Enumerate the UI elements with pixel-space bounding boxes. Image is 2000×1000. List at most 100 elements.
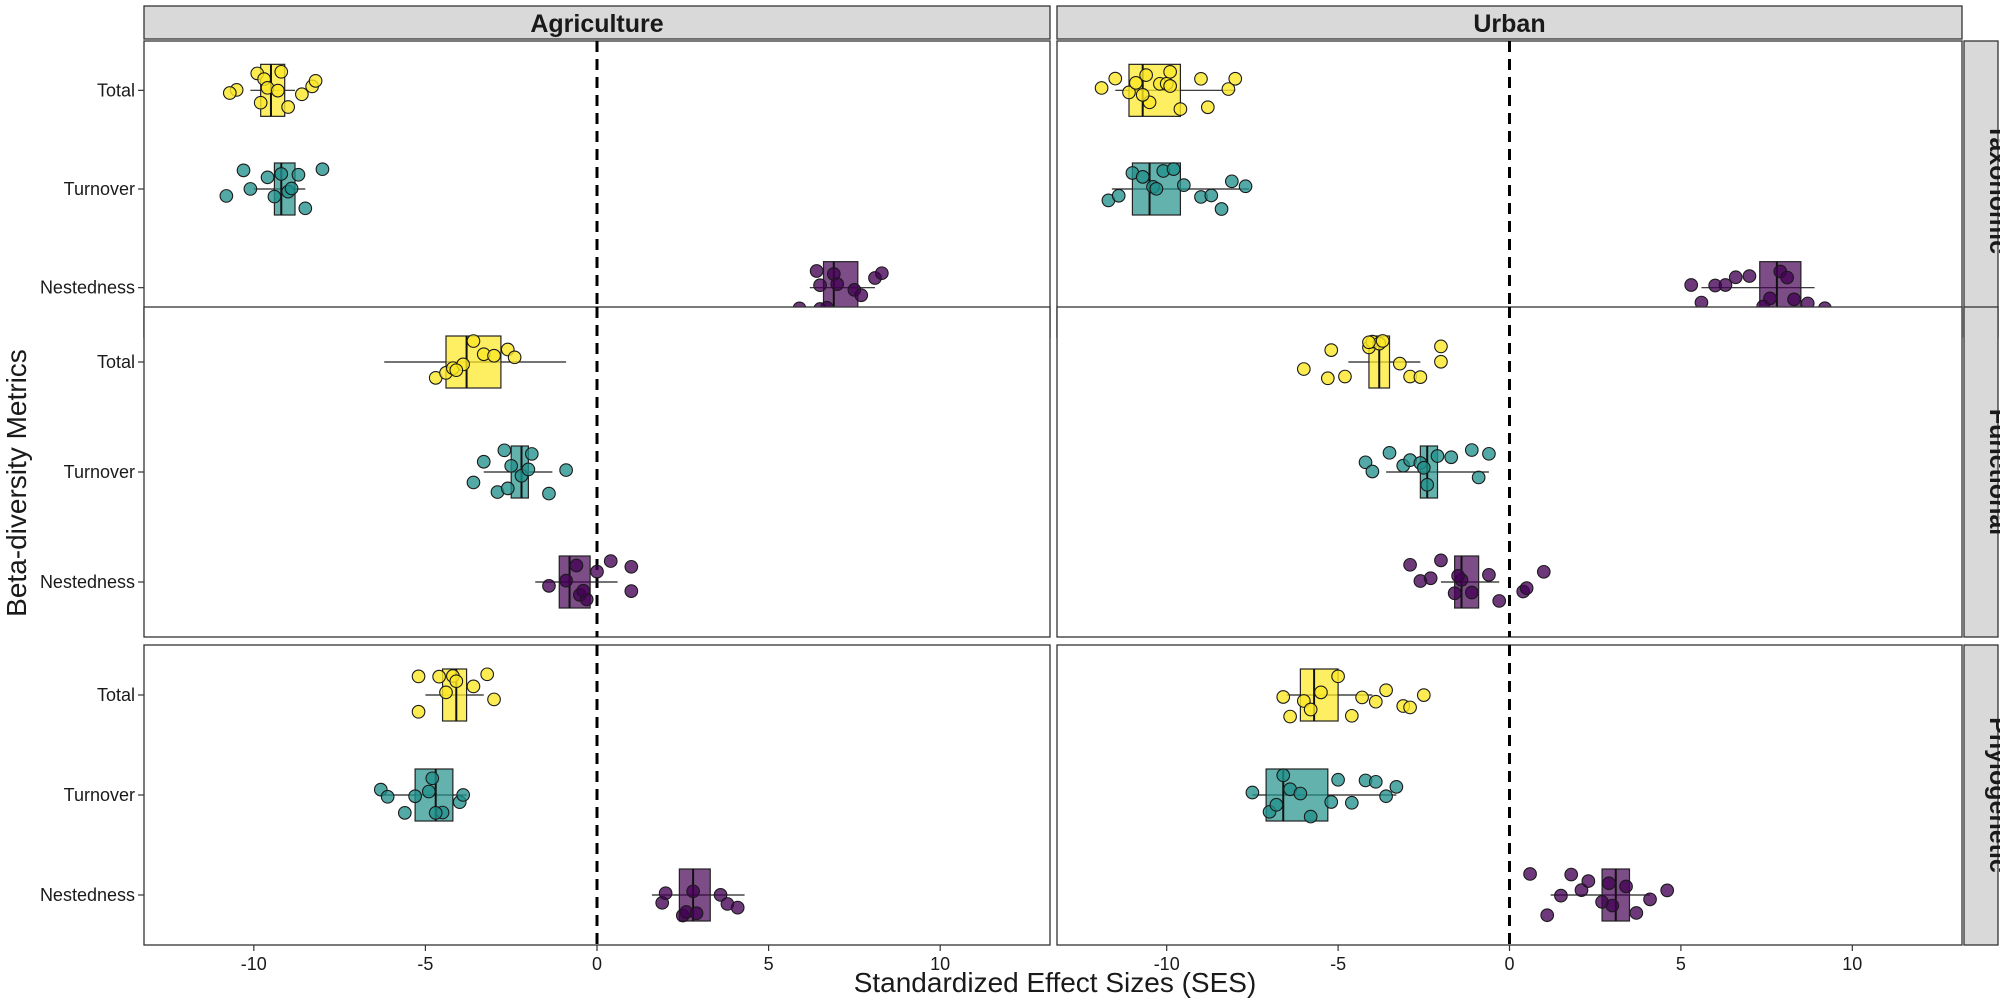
data-point	[730, 900, 745, 915]
data-point	[1276, 768, 1291, 783]
data-point	[487, 348, 501, 363]
data-point	[1128, 76, 1143, 90]
data-point	[1554, 888, 1568, 903]
y-tick-label: Turnover	[64, 179, 135, 199]
panel-urban-functional	[1056, 306, 1963, 638]
data-point	[1434, 553, 1448, 568]
data-point	[1389, 780, 1404, 794]
data-point	[219, 189, 234, 203]
data-point	[1344, 708, 1359, 723]
row-strip	[1963, 40, 1999, 338]
data-point	[274, 167, 289, 181]
data-point	[1362, 335, 1376, 350]
chart-panels-layer: Agriculture Urban Taxonomic Functional Phylo…	[40, 5, 2000, 974]
data-point	[559, 463, 573, 477]
data-point	[507, 350, 522, 365]
data-point	[1135, 170, 1150, 184]
data-point	[1135, 88, 1150, 102]
x-tick-label: 10	[930, 954, 950, 974]
data-point	[260, 170, 275, 185]
data-point	[1283, 709, 1297, 724]
data-point	[487, 692, 501, 707]
y-tick-label: Nestedness	[40, 572, 135, 592]
x-tick-label: 0	[1504, 954, 1514, 974]
y-tick-label: Total	[97, 352, 135, 372]
data-point	[603, 554, 618, 568]
data-point	[466, 679, 481, 694]
data-point	[1684, 278, 1699, 292]
data-point	[1173, 102, 1188, 116]
x-axis-title: Standardized Effect Sizes (SES)	[854, 967, 1257, 998]
data-point	[521, 462, 536, 477]
data-point	[1523, 867, 1537, 881]
data-point	[1324, 795, 1339, 809]
data-point	[1660, 883, 1675, 898]
data-point	[1303, 702, 1318, 717]
data-point	[421, 784, 436, 799]
data-point	[1094, 81, 1109, 95]
data-point	[432, 669, 446, 684]
data-point	[284, 181, 299, 196]
y-tick-label: Nestedness	[40, 278, 135, 298]
data-point	[1619, 879, 1633, 894]
y-tick-label: Nestedness	[40, 885, 135, 905]
data-point	[449, 363, 464, 378]
data-point	[1540, 908, 1555, 923]
data-point	[658, 886, 673, 901]
data-point	[542, 486, 556, 501]
data-point	[1629, 906, 1644, 920]
data-point	[1122, 85, 1136, 100]
data-point	[576, 583, 591, 598]
y-tick-label: Turnover	[64, 785, 135, 805]
data-point	[466, 334, 481, 348]
data-point	[1382, 445, 1397, 460]
data-point	[1403, 700, 1417, 715]
data-point	[1238, 179, 1253, 194]
column-strip-label: Agriculture	[530, 10, 663, 38]
data-point	[1320, 371, 1335, 386]
data-point	[1492, 594, 1507, 608]
data-point	[1780, 270, 1795, 285]
data-point	[1430, 449, 1445, 463]
row-strip-label: Functional	[1984, 409, 2000, 535]
data-point	[1451, 568, 1465, 583]
data-point	[1303, 809, 1318, 824]
data-point	[1166, 162, 1181, 176]
data-point	[569, 558, 584, 573]
data-point	[1224, 174, 1239, 189]
data-point	[1214, 202, 1229, 216]
data-point	[1787, 292, 1801, 307]
data-point	[830, 277, 845, 291]
y-axis-title: Beta-diversity Metrics	[1, 349, 32, 617]
x-tick-label: 5	[1676, 954, 1686, 974]
data-point	[1344, 795, 1359, 810]
data-point	[1293, 786, 1308, 801]
panel-agriculture-phylogenetic	[143, 644, 1051, 946]
data-point	[1574, 883, 1589, 897]
row-strip-label: Phylogenetic	[1984, 717, 2000, 873]
data-point	[274, 64, 289, 79]
data-point	[809, 264, 824, 278]
data-point	[411, 704, 426, 719]
data-point	[1581, 874, 1596, 888]
data-point	[456, 788, 471, 802]
data-point	[854, 288, 869, 303]
data-point	[222, 86, 237, 100]
column-strip-label: Urban	[1473, 10, 1545, 38]
data-point	[1742, 269, 1757, 283]
data-point	[295, 87, 309, 102]
data-point	[1416, 460, 1431, 475]
data-point	[1221, 82, 1236, 96]
column-strip	[143, 5, 1051, 40]
data-point	[1368, 694, 1383, 709]
data-point	[466, 475, 481, 490]
data-point	[308, 73, 323, 88]
data-point	[270, 83, 285, 98]
data-point	[1564, 867, 1579, 882]
data-point	[542, 578, 556, 593]
data-point	[1464, 585, 1479, 600]
y-tick-label: Total	[97, 80, 135, 100]
y-tick-label: Turnover	[64, 462, 135, 482]
data-point	[624, 559, 639, 574]
